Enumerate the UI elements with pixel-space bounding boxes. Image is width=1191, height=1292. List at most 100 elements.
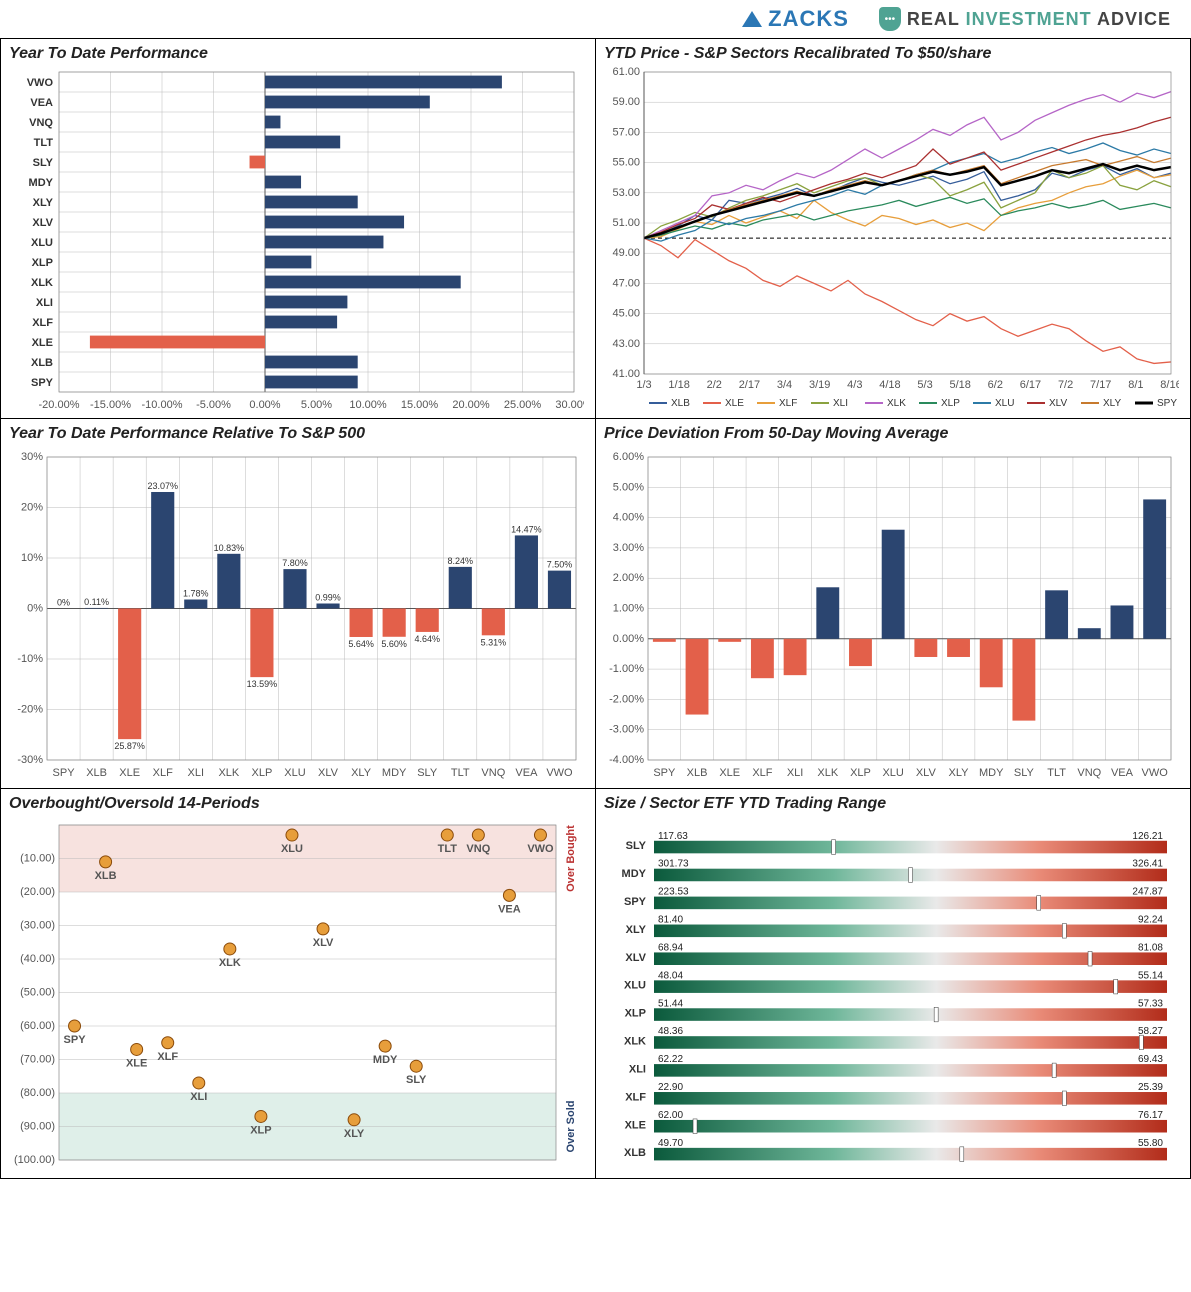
svg-text:Over Bought: Over Bought (565, 825, 577, 892)
svg-text:14.47%: 14.47% (511, 524, 542, 534)
svg-text:5.31%: 5.31% (481, 637, 507, 647)
svg-text:(100.00): (100.00) (14, 1154, 55, 1166)
chart-ytd-perf: -20.00%-15.00%-10.00%-5.00%0.00%5.00%10.… (9, 67, 584, 412)
svg-text:15.00%: 15.00% (401, 399, 439, 411)
svg-text:4/3: 4/3 (847, 379, 862, 391)
svg-text:5/18: 5/18 (949, 379, 970, 391)
svg-text:-2.00%: -2.00% (609, 693, 644, 705)
svg-text:XLE: XLE (32, 337, 53, 349)
svg-text:-4.00%: -4.00% (609, 754, 644, 766)
svg-text:XLP: XLP (941, 398, 960, 409)
svg-text:2/2: 2/2 (707, 379, 722, 391)
svg-text:XLE: XLE (119, 767, 140, 779)
svg-text:-15.00%: -15.00% (90, 399, 131, 411)
svg-text:7.80%: 7.80% (282, 558, 308, 568)
svg-text:-30%: -30% (17, 754, 43, 766)
svg-text:VWO: VWO (546, 767, 573, 779)
svg-text:XLP: XLP (625, 1008, 646, 1020)
svg-text:SPY: SPY (1157, 398, 1177, 409)
panel-dev50: Price Deviation From 50-Day Moving Avera… (596, 419, 1191, 789)
svg-text:8/16: 8/16 (1160, 379, 1179, 391)
svg-text:61.00: 61.00 (612, 67, 640, 78)
svg-text:5.00%: 5.00% (301, 399, 332, 411)
svg-text:13.59%: 13.59% (247, 679, 278, 689)
svg-text:57.33: 57.33 (1138, 998, 1163, 1009)
svg-text:43.00: 43.00 (612, 338, 640, 350)
svg-text:XLU: XLU (995, 398, 1014, 409)
svg-text:10%: 10% (21, 552, 43, 564)
svg-text:SPY: SPY (64, 1034, 87, 1046)
svg-text:-5.00%: -5.00% (196, 399, 231, 411)
svg-text:(60.00): (60.00) (20, 1020, 55, 1032)
svg-text:92.24: 92.24 (1138, 915, 1163, 926)
ria-real: REAL (907, 9, 960, 29)
shield-icon: ••• (879, 7, 901, 31)
svg-text:MDY: MDY (373, 1054, 398, 1066)
zacks-logo: ZACKS (742, 6, 849, 32)
svg-text:XLI: XLI (629, 1063, 646, 1075)
dashboard-grid: Year To Date Performance -20.00%-15.00%-… (0, 38, 1191, 1179)
svg-text:VEA: VEA (1111, 767, 1134, 779)
svg-text:XLI: XLI (833, 398, 848, 409)
svg-text:XLP: XLP (250, 1124, 271, 1136)
svg-text:47.00: 47.00 (612, 277, 640, 289)
svg-text:SPY: SPY (31, 377, 54, 389)
svg-text:XLE: XLE (725, 398, 744, 409)
svg-text:XLU: XLU (882, 767, 903, 779)
svg-text:57.00: 57.00 (612, 126, 640, 138)
svg-text:-10%: -10% (17, 653, 43, 665)
svg-text:VWO: VWO (27, 77, 54, 89)
svg-text:23.07%: 23.07% (147, 481, 178, 491)
svg-text:55.14: 55.14 (1138, 970, 1163, 981)
svg-text:XLV: XLV (313, 937, 334, 949)
svg-text:XLV: XLV (318, 767, 339, 779)
svg-text:49.00: 49.00 (612, 247, 640, 259)
svg-text:4.64%: 4.64% (414, 634, 440, 644)
svg-text:6/2: 6/2 (988, 379, 1003, 391)
svg-text:XLU: XLU (281, 843, 303, 855)
svg-text:XLF: XLF (153, 767, 173, 779)
header: ZACKS ••• REAL INVESTMENT ADVICE (0, 0, 1191, 38)
svg-text:22.90: 22.90 (658, 1082, 683, 1093)
svg-text:-3.00%: -3.00% (609, 724, 644, 736)
svg-text:7/2: 7/2 (1058, 379, 1073, 391)
zacks-text: ZACKS (768, 6, 849, 32)
svg-text:-10.00%: -10.00% (142, 399, 183, 411)
svg-text:VWO: VWO (527, 843, 554, 855)
svg-text:59.00: 59.00 (612, 96, 640, 108)
svg-text:XLY: XLY (949, 767, 970, 779)
svg-text:SLY: SLY (417, 767, 438, 779)
svg-text:XLU: XLU (284, 767, 305, 779)
svg-text:1.00%: 1.00% (613, 603, 644, 615)
panel-obos: Overbought/Oversold 14-Periods (100.00)(… (1, 789, 596, 1179)
svg-text:XLP: XLP (850, 767, 871, 779)
svg-text:8/1: 8/1 (1128, 379, 1143, 391)
svg-text:30%: 30% (21, 451, 43, 463)
svg-text:247.87: 247.87 (1132, 887, 1163, 898)
svg-text:XLK: XLK (31, 277, 53, 289)
svg-text:XLF: XLF (752, 767, 772, 779)
svg-text:XLU: XLU (624, 980, 646, 992)
svg-text:XLV: XLV (32, 217, 53, 229)
svg-text:3.00%: 3.00% (613, 542, 644, 554)
svg-text:XLK: XLK (817, 767, 838, 779)
svg-text:XLB: XLB (671, 398, 690, 409)
svg-text:-1.00%: -1.00% (609, 663, 644, 675)
svg-text:55.80: 55.80 (1138, 1138, 1163, 1149)
svg-text:5.00%: 5.00% (613, 481, 644, 493)
svg-text:4/18: 4/18 (879, 379, 900, 391)
svg-text:7.50%: 7.50% (547, 560, 573, 570)
svg-text:XLK: XLK (887, 398, 906, 409)
title-ytd-rel: Year To Date Performance Relative To S&P… (9, 425, 587, 443)
svg-text:XLV: XLV (1049, 398, 1067, 409)
svg-text:XLU: XLU (31, 237, 53, 249)
svg-text:-20.00%: -20.00% (39, 399, 80, 411)
svg-text:6.00%: 6.00% (613, 451, 644, 463)
svg-text:VNQ: VNQ (481, 767, 505, 779)
svg-text:5/3: 5/3 (917, 379, 932, 391)
svg-text:76.17: 76.17 (1138, 1110, 1163, 1121)
svg-text:5.60%: 5.60% (381, 639, 407, 649)
svg-text:(90.00): (90.00) (20, 1121, 55, 1133)
svg-text:TLT: TLT (34, 137, 54, 149)
svg-text:81.08: 81.08 (1138, 942, 1163, 953)
